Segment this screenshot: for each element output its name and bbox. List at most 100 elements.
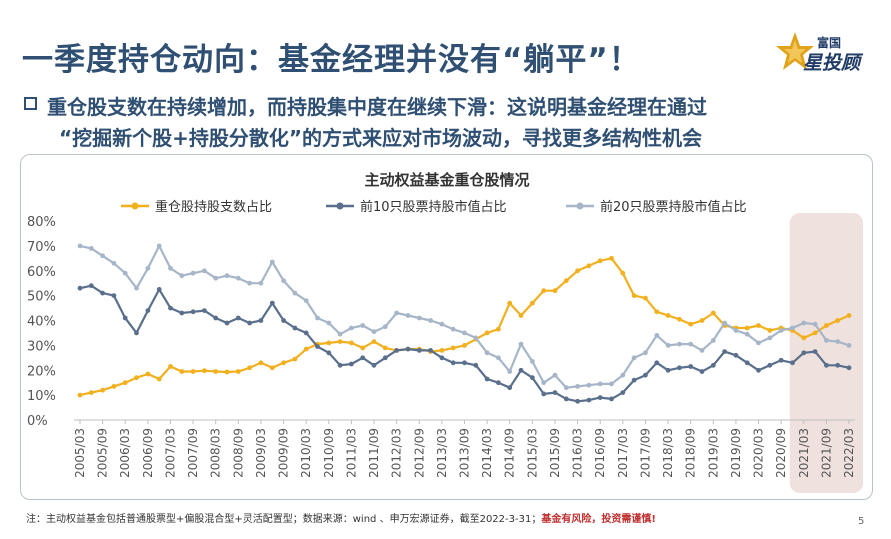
series-2-point	[428, 348, 433, 353]
series-3-point	[315, 315, 320, 321]
x-tick-label: 2015/09	[548, 428, 562, 478]
series-1-point	[303, 346, 309, 352]
series-1-point	[337, 339, 343, 344]
series-1-point	[145, 371, 151, 377]
legend-label-2: 前10只股票持股市值占比	[360, 199, 507, 215]
series-2-point	[360, 355, 366, 361]
footnote: 注：主动权益基金包括普通股票型+偏股混合型+灵活配置型；数据来源：wind 、申…	[26, 510, 656, 525]
bullet-square-icon	[24, 97, 37, 110]
series-2-point	[168, 305, 173, 311]
series-2-point	[269, 300, 275, 306]
series-3-point	[428, 318, 433, 323]
series-1-point	[134, 375, 139, 381]
series-1-point	[179, 369, 185, 374]
series-1-point	[281, 360, 286, 366]
series-1-point	[699, 318, 705, 323]
series-3-point	[326, 320, 332, 326]
series-2-point	[473, 362, 479, 368]
series-2-point	[733, 352, 739, 358]
series-3-point	[778, 328, 784, 333]
series-2-point	[156, 287, 162, 292]
series-2-point	[394, 348, 399, 353]
series-line-1	[79, 257, 850, 397]
series-3-point	[835, 339, 841, 344]
series-3-point	[790, 325, 795, 331]
highlight-band	[789, 213, 863, 493]
series-2-point	[235, 315, 241, 321]
series-1-point	[439, 348, 445, 353]
series-1-point	[767, 328, 773, 333]
series-2-point	[371, 362, 377, 368]
chart-panel: 主动权益基金重仓股情况 重仓股持股支数占比 前10只股票持股市值占比 前20只股票持股…	[20, 154, 873, 500]
series-3-point	[699, 348, 705, 353]
series-2-point	[801, 350, 807, 356]
x-tick-label: 2006/09	[141, 428, 155, 478]
y-tick-label: 80%	[27, 215, 56, 230]
series-2-point	[812, 349, 818, 354]
page-title: 一季度持仓动向：基金经理并没有“躺平”！	[22, 42, 641, 78]
series-3-point	[484, 350, 490, 356]
series-2-point	[303, 330, 309, 336]
series-3-point	[586, 382, 592, 388]
star-icon	[776, 32, 814, 70]
series-3-point	[450, 326, 456, 332]
series-1-point	[597, 258, 603, 264]
footnote-text: 注：主动权益基金包括普通股票型+偏股混合型+灵活配置型；数据来源：wind 、申…	[26, 514, 542, 525]
x-tick-label: 2020/03	[752, 428, 766, 478]
series-2-point	[100, 290, 105, 296]
series-3-point	[756, 340, 761, 346]
y-tick-label: 70%	[27, 240, 56, 255]
series-2-point	[484, 376, 490, 382]
series-2-point	[145, 308, 151, 313]
series-3-point	[620, 372, 626, 378]
legend-label-1: 重仓股持股支数占比	[155, 199, 272, 215]
series-2-point	[699, 369, 705, 374]
x-tick-label: 2006/03	[118, 428, 132, 478]
series-1-point	[100, 387, 105, 393]
series-3-point	[224, 273, 230, 279]
x-tick-label: 2013/03	[435, 428, 449, 478]
series-3-point	[767, 335, 773, 341]
x-tick-label: 2010/03	[299, 428, 313, 478]
series-1-point	[462, 343, 467, 348]
series-3-point	[541, 380, 547, 386]
series-3-point	[88, 246, 94, 251]
y-tick-label: 60%	[27, 265, 56, 280]
series-2-point	[462, 360, 467, 366]
y-tick-label: 0%	[27, 414, 48, 429]
series-2-point	[744, 360, 750, 366]
series-3-point	[496, 355, 501, 361]
series-1-point	[801, 335, 807, 341]
series-1-point	[824, 323, 829, 328]
x-tick-label: 2014/09	[503, 428, 517, 478]
series-2-point	[382, 355, 388, 361]
series-3-point	[156, 243, 162, 249]
series-1-point	[677, 316, 682, 322]
series-3-point	[360, 323, 366, 328]
series-2-point	[824, 362, 829, 368]
series-3-point	[688, 341, 694, 347]
series-3-point	[710, 338, 716, 343]
series-2-point	[292, 325, 298, 331]
logo-main-text: 星投顾	[803, 52, 861, 74]
page-number: 5	[858, 516, 865, 527]
x-tick-label: 2014/03	[480, 428, 494, 478]
series-3-point	[462, 330, 467, 336]
series-1-point	[224, 369, 230, 375]
series-2-point	[756, 367, 761, 373]
series-3-point	[643, 350, 648, 356]
series-2-point	[552, 390, 558, 395]
x-tick-label: 2011/09	[367, 428, 381, 478]
series-1-point	[812, 330, 818, 336]
x-tick-label: 2005/09	[96, 428, 110, 478]
series-3-point	[111, 260, 117, 266]
series-2-point	[609, 396, 614, 402]
series-2-point	[722, 349, 727, 354]
x-tick-label: 2021/09	[819, 428, 833, 478]
series-3-point	[394, 310, 399, 316]
x-tick-label: 2019/09	[729, 428, 743, 478]
series-3-point	[213, 275, 219, 281]
series-2-point	[790, 360, 795, 366]
x-tick-label: 2013/09	[458, 428, 472, 478]
